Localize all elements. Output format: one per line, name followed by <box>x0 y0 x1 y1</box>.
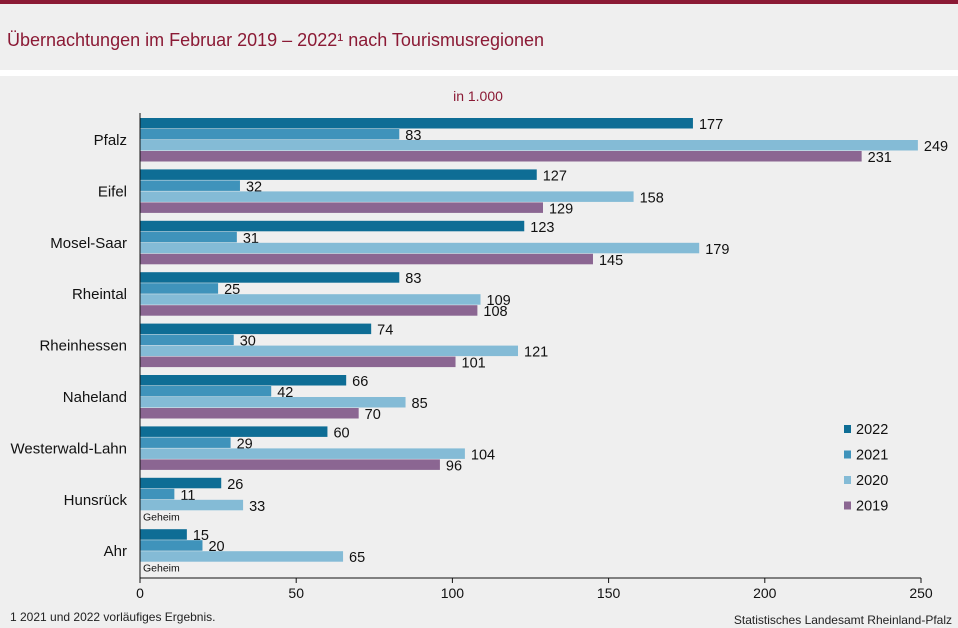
data-label: 66 <box>352 374 368 390</box>
top-accent-bar <box>0 0 958 4</box>
data-label: 70 <box>365 407 381 423</box>
data-label: 123 <box>530 220 554 236</box>
bar-2019 <box>140 408 359 419</box>
bar-2020 <box>140 551 344 562</box>
x-tick-label: 0 <box>136 585 144 601</box>
bar-2021 <box>140 437 231 448</box>
bar-2020 <box>140 397 406 408</box>
data-label: 158 <box>640 190 664 206</box>
bar-2020 <box>140 140 918 151</box>
data-label: 96 <box>446 458 462 474</box>
bar-2021 <box>140 488 175 500</box>
category-label: Hunsrück <box>64 492 128 509</box>
legend-label: 2021 <box>856 448 888 464</box>
source-note: Statistisches Landesamt Rheinland-Pfalz <box>733 613 952 627</box>
data-label: 109 <box>487 293 511 309</box>
bar-2019 <box>140 459 440 470</box>
header: Übernachtungen im Februar 2019 – 2022¹ n… <box>0 4 958 70</box>
category-label: Eifel <box>98 183 127 200</box>
data-label: 108 <box>483 304 507 320</box>
bar-2021 <box>140 129 400 140</box>
bar-2020 <box>140 448 465 459</box>
data-label: 26 <box>227 477 243 493</box>
bar-2022 <box>140 169 537 180</box>
bar-2019 <box>140 151 862 162</box>
legend-swatch-2021 <box>844 450 851 459</box>
data-label: 60 <box>333 425 349 441</box>
data-label: 177 <box>699 117 723 133</box>
data-label: 65 <box>349 550 365 566</box>
data-label: 179 <box>705 242 729 258</box>
category-label: Westerwald-Lahn <box>11 440 127 457</box>
data-label: 127 <box>543 168 567 184</box>
footnote: 1 2021 und 2022 vorläufiges Ergebnis. <box>10 610 216 624</box>
data-label: 121 <box>524 345 548 361</box>
bar-2020 <box>140 294 481 305</box>
bar-2022 <box>140 477 222 489</box>
bar-2021 <box>140 231 237 243</box>
category-label: Naheland <box>63 389 127 406</box>
x-tick-label: 250 <box>909 585 933 601</box>
data-label: 231 <box>868 150 892 166</box>
bar-2022 <box>140 375 347 386</box>
data-label: 33 <box>249 499 265 515</box>
bar-2022 <box>140 323 372 335</box>
bar-2019 <box>140 253 593 265</box>
category-label: Rheintal <box>72 286 127 303</box>
bar-2020 <box>140 191 634 202</box>
legend-label: 2019 <box>856 499 888 515</box>
data-label: 101 <box>462 356 486 372</box>
legend-swatch-2020 <box>844 476 851 484</box>
bar-2022 <box>140 220 525 232</box>
page-title: Übernachtungen im Februar 2019 – 2022¹ n… <box>7 30 545 50</box>
data-label: 249 <box>924 139 948 155</box>
data-label: 85 <box>412 396 428 412</box>
bar-2022 <box>140 426 328 437</box>
bar-2020 <box>140 499 244 511</box>
legend-label: 2020 <box>856 473 888 489</box>
x-tick-label: 100 <box>441 585 465 601</box>
bar-2021 <box>140 334 234 346</box>
bar-2022 <box>140 529 187 540</box>
data-label: 145 <box>599 253 623 269</box>
category-label: Ahr <box>104 543 127 560</box>
data-label: 129 <box>549 201 573 217</box>
bar-2019 <box>140 202 543 213</box>
data-label: 104 <box>471 447 495 463</box>
legend-swatch-2022 <box>844 425 851 433</box>
missing-value-label: Geheim <box>143 563 180 575</box>
x-tick-label: 150 <box>597 585 621 601</box>
legend-label: 2022 <box>856 422 888 438</box>
bar-2021 <box>140 386 272 397</box>
bar-2019 <box>140 305 478 316</box>
bar-2020 <box>140 345 519 357</box>
bar-2022 <box>140 272 400 283</box>
bar-2022 <box>140 118 693 129</box>
data-label: 83 <box>405 271 421 287</box>
bar-2019 <box>140 356 456 368</box>
data-label: 74 <box>377 323 393 339</box>
missing-value-label: Geheim <box>143 511 180 523</box>
legend-swatch-2019 <box>844 501 851 510</box>
bar-2021 <box>140 540 203 551</box>
bar-2020 <box>140 242 700 254</box>
x-tick-label: 200 <box>753 585 777 601</box>
category-label: Pfalz <box>94 132 127 149</box>
bar-2021 <box>140 283 219 294</box>
bar-2021 <box>140 180 240 191</box>
unit-label: in 1.000 <box>453 88 503 104</box>
category-label: Rheinhessen <box>39 338 127 355</box>
x-tick-label: 50 <box>288 585 304 601</box>
category-label: Mosel-Saar <box>50 235 127 252</box>
